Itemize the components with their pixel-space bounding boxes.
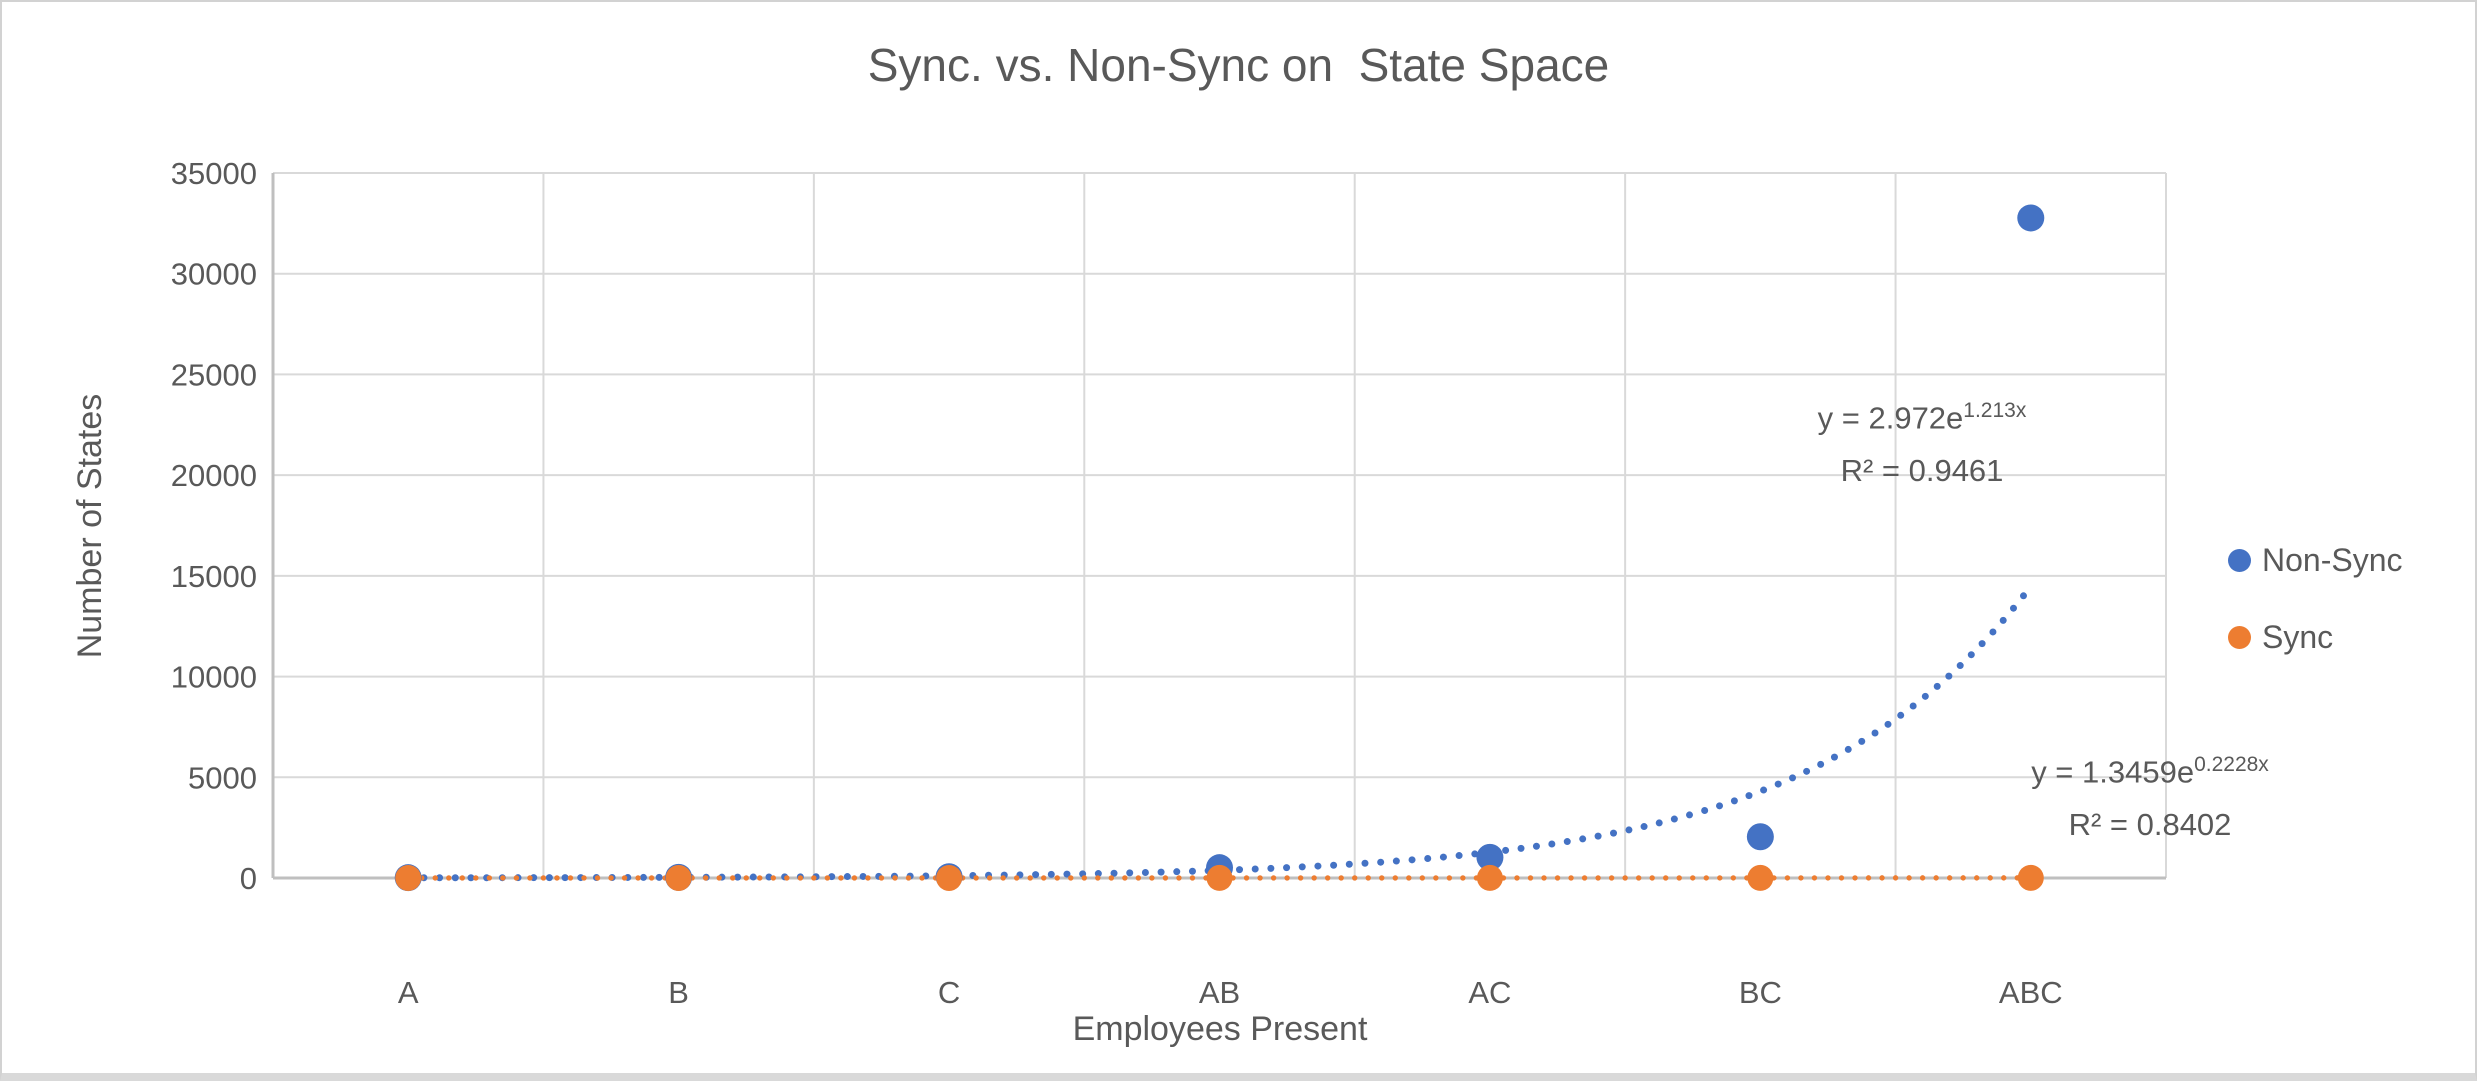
legend: Non-Sync Sync	[2228, 542, 2403, 656]
x-tick-label: B	[668, 975, 689, 1010]
x-axis-tick-labels: A B C AB AC BC ABC	[398, 975, 2063, 1010]
trendline-label-sync: y = 1.3459e0.2228x R² = 0.8402	[2000, 738, 2300, 851]
trendline-r-squared: R² = 0.9461	[1840, 453, 2004, 489]
y-tick-label: 5000	[188, 760, 257, 795]
series-non-sync	[394, 204, 2045, 892]
equation-base: y = 2.972e	[1817, 400, 1964, 436]
equation-exponent: 1.213x	[1963, 399, 2027, 422]
sync-marker-icon	[2228, 626, 2251, 649]
trendline-label-non-sync: y = 2.972e1.213x R² = 0.9461	[1772, 384, 2072, 497]
point-non-sync-ABC[interactable]	[2017, 204, 2045, 232]
trendline-r-squared: R² = 0.8402	[2068, 807, 2232, 843]
y-tick-label: 0	[240, 861, 257, 896]
x-tick-label: ABC	[1999, 975, 2063, 1010]
x-tick-label: C	[938, 975, 960, 1010]
trendline-non-sync[interactable]	[404, 592, 2027, 882]
point-sync-AB[interactable]	[1206, 864, 1233, 891]
legend-label-non-sync: Non-Sync	[2262, 542, 2403, 578]
trendline-equation: y = 1.3459e0.2228x	[2000, 738, 2300, 798]
y-axis-tick-labels: 0 5000 10000 15000 20000 25000 30000 35000	[171, 156, 257, 896]
y-tick-label: 25000	[171, 357, 257, 392]
y-tick-label: 15000	[171, 559, 257, 594]
equation-base: y = 1.3459e	[2031, 754, 2195, 790]
gridlines	[272, 172, 2167, 879]
x-tick-label: AC	[1468, 975, 1511, 1010]
x-tick-label: BC	[1739, 975, 1782, 1010]
legend-label-sync: Sync	[2262, 619, 2334, 655]
legend-item-non-sync[interactable]: Non-Sync	[2228, 542, 2403, 579]
y-tick-label: 20000	[171, 458, 257, 493]
point-non-sync-AC[interactable]	[1476, 843, 1504, 871]
point-sync-AC[interactable]	[1476, 864, 1503, 891]
x-tick-label: A	[398, 975, 419, 1010]
series-sync	[395, 864, 2044, 891]
point-non-sync-BC[interactable]	[1746, 823, 1774, 851]
point-sync-A[interactable]	[395, 864, 422, 891]
x-axis-title: Employees Present	[1072, 1010, 1368, 1048]
y-tick-label: 30000	[171, 257, 257, 292]
point-sync-BC[interactable]	[1747, 864, 1774, 891]
chart-title: Sync. vs. Non-Sync on State Space	[867, 39, 1610, 91]
y-tick-label: 10000	[171, 660, 257, 695]
trendline-equation: y = 2.972e1.213x	[1772, 384, 2072, 444]
x-tick-label: AB	[1199, 975, 1240, 1010]
y-tick-label: 35000	[171, 156, 257, 191]
point-sync-B[interactable]	[665, 864, 692, 891]
legend-item-sync[interactable]: Sync	[2228, 619, 2403, 656]
non-sync-marker-icon	[2228, 549, 2251, 572]
point-sync-C[interactable]	[936, 864, 963, 891]
axis-lines	[271, 173, 2166, 880]
point-sync-ABC[interactable]	[2017, 864, 2044, 891]
equation-exponent: 0.2228x	[2194, 753, 2269, 776]
